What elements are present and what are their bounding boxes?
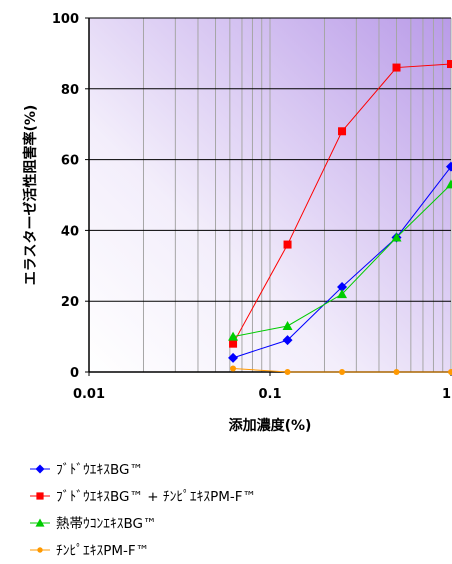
x-axis-title: 添加濃度(%): [229, 417, 312, 434]
legend-label: ﾁﾝﾋﾟｴｷｽPM-F™: [56, 543, 149, 559]
data-point-diamond: [337, 282, 348, 293]
data-point-circle: [448, 369, 452, 375]
y-tick-label: 60: [61, 154, 79, 169]
data-point-square: [229, 339, 238, 348]
y-axis-title: エラスターゼ活性阻害率(%): [22, 105, 39, 286]
tick-labels: 0 20 40 60 80 100 0.01 0.1 1: [52, 12, 452, 402]
data-point-circle: [230, 365, 237, 372]
legend-item: ﾌﾞﾄﾞｳｴｷｽBG™ + ﾁﾝﾋﾟｴｷｽPM-F™: [30, 489, 256, 505]
x-tick-label: 0.01: [73, 387, 105, 402]
data-point-square: [338, 127, 347, 136]
series: [228, 60, 452, 375]
legend: ﾌﾞﾄﾞｳｴｷｽBG™ ﾌﾞﾄﾞｳｴｷｽBG™ + ﾁﾝﾋﾟｴｷｽPM-F™ 熱帯ｳ…: [30, 462, 256, 559]
data-point-diamond: [228, 352, 239, 363]
legend-item: 熱帯ｳｺﾝｴｷｽBG™: [30, 516, 157, 532]
data-point-circle: [393, 369, 400, 375]
y-tick-label: 0: [70, 366, 79, 381]
y-tick-label: 20: [61, 295, 79, 310]
data-point-circle: [37, 547, 43, 553]
data-point-diamond: [35, 464, 45, 474]
grid: [89, 17, 452, 372]
data-point-square: [283, 240, 292, 249]
x-tick-label: 1: [442, 387, 451, 402]
data-point-triangle: [35, 518, 45, 527]
data-point-square: [392, 63, 401, 72]
legend-item: ﾁﾝﾋﾟｴｷｽPM-F™: [30, 543, 149, 559]
data-point-diamond: [446, 161, 452, 172]
data-point-triangle: [282, 320, 293, 330]
data-point-square: [447, 60, 452, 69]
series-group: [228, 179, 452, 341]
data-point-square: [36, 492, 44, 500]
series-group: [229, 60, 452, 348]
data-point-diamond: [282, 335, 293, 346]
legend-label: ﾌﾞﾄﾞｳｴｷｽBG™: [56, 462, 143, 478]
legend-label: ﾌﾞﾄﾞｳｴｷｽBG™ + ﾁﾝﾋﾟｴｷｽPM-F™: [56, 489, 256, 505]
y-tick-label: 100: [52, 12, 79, 27]
series-group: [230, 365, 452, 375]
data-point-triangle: [391, 232, 402, 242]
data-point-circle: [339, 369, 346, 375]
legend-item: ﾌﾞﾄﾞｳｴｷｽBG™: [30, 462, 143, 478]
y-tick-label: 40: [61, 224, 79, 239]
x-tick-label: 0.1: [258, 387, 281, 402]
legend-label: 熱帯ｳｺﾝｴｷｽBG™: [56, 516, 157, 532]
data-point-triangle: [228, 331, 239, 341]
data-point-triangle: [337, 289, 348, 299]
data-point-circle: [284, 369, 291, 375]
data-point-triangle: [446, 179, 452, 189]
y-tick-label: 80: [61, 83, 79, 98]
